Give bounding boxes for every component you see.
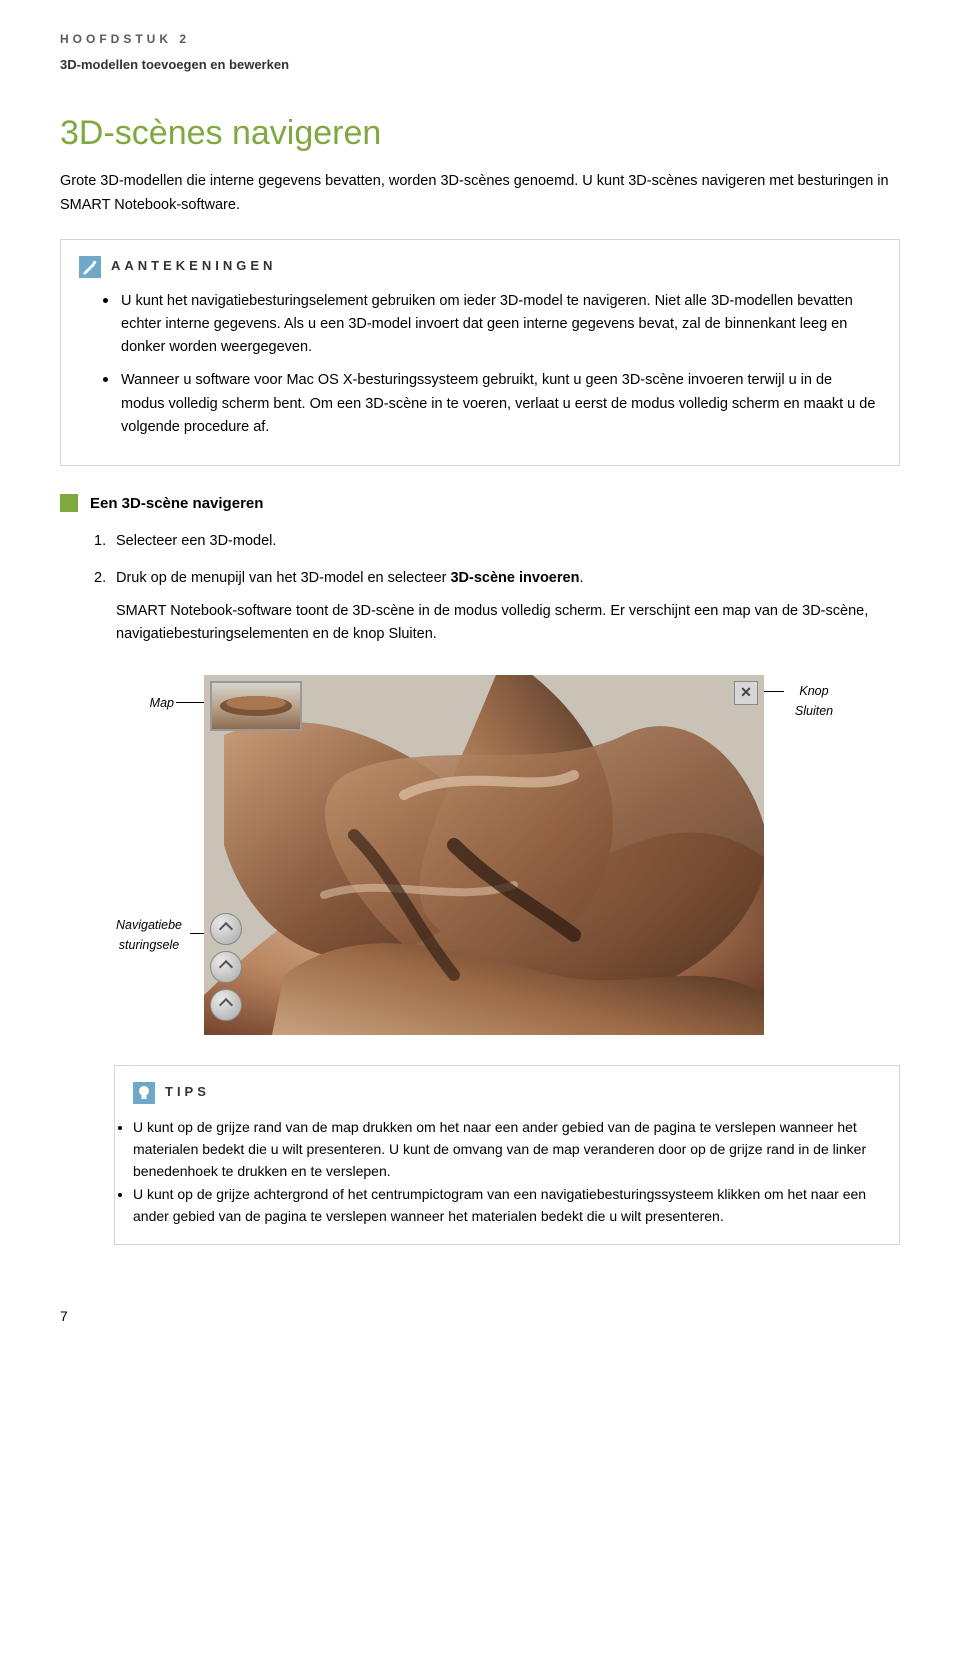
chapter-subtitle: 3D-modellen toevoegen en bewerken bbox=[60, 55, 900, 76]
notes-heading: AANTEKENINGEN bbox=[111, 256, 276, 277]
section-heading: Een 3D-scène navigeren bbox=[90, 492, 263, 516]
step-2-bold: 3D-scène invoeren bbox=[450, 570, 579, 586]
figure-label-close: Knop Sluiten bbox=[784, 681, 844, 721]
step-1: Selecteer een 3D-model. bbox=[94, 530, 900, 553]
pencil-icon bbox=[79, 256, 101, 278]
nav-button[interactable] bbox=[210, 951, 242, 983]
scene-figure: Map Navigatiebe sturingsele Knop Sluiten bbox=[114, 665, 854, 1045]
nav-button[interactable] bbox=[210, 913, 242, 945]
scene-viewport: ✕ bbox=[204, 675, 764, 1035]
notes-callout: AANTEKENINGEN U kunt het navigatiebestur… bbox=[60, 239, 900, 466]
figure-label-nav: Navigatiebe sturingsele bbox=[104, 915, 194, 955]
nav-controls[interactable] bbox=[210, 913, 250, 1027]
intro-paragraph: Grote 3D-modellen die interne gegevens b… bbox=[60, 170, 900, 216]
close-button[interactable]: ✕ bbox=[734, 681, 758, 705]
tips-heading: TIPS bbox=[165, 1082, 210, 1103]
step-2-prefix: Druk op de menupijl van het 3D-model en … bbox=[116, 570, 450, 586]
note-item: Wanneer u software voor Mac OS X-besturi… bbox=[103, 369, 879, 439]
step-2: Druk op de menupijl van het 3D-model en … bbox=[94, 567, 900, 647]
scene-minimap[interactable] bbox=[210, 681, 302, 731]
tip-item: U kunt op de grijze rand van de map druk… bbox=[133, 1116, 879, 1183]
page-number: 7 bbox=[60, 1305, 900, 1327]
tip-item: U kunt op de grijze achtergrond of het c… bbox=[133, 1183, 879, 1228]
note-item: U kunt het navigatiebesturingselement ge… bbox=[103, 290, 879, 360]
chapter-label: HOOFDSTUK 2 bbox=[60, 30, 900, 49]
nav-button[interactable] bbox=[210, 989, 242, 1021]
figure-label-map: Map bbox=[114, 693, 174, 713]
lightbulb-icon bbox=[133, 1082, 155, 1104]
close-icon: ✕ bbox=[740, 681, 752, 703]
page-title: 3D-scènes navigeren bbox=[60, 106, 900, 160]
tips-callout: TIPS U kunt op de grijze rand van de map… bbox=[114, 1065, 900, 1245]
step-2-suffix: . bbox=[579, 570, 583, 586]
step-2-paragraph: SMART Notebook-software toont de 3D-scèn… bbox=[116, 600, 900, 646]
section-marker-icon bbox=[60, 494, 78, 512]
